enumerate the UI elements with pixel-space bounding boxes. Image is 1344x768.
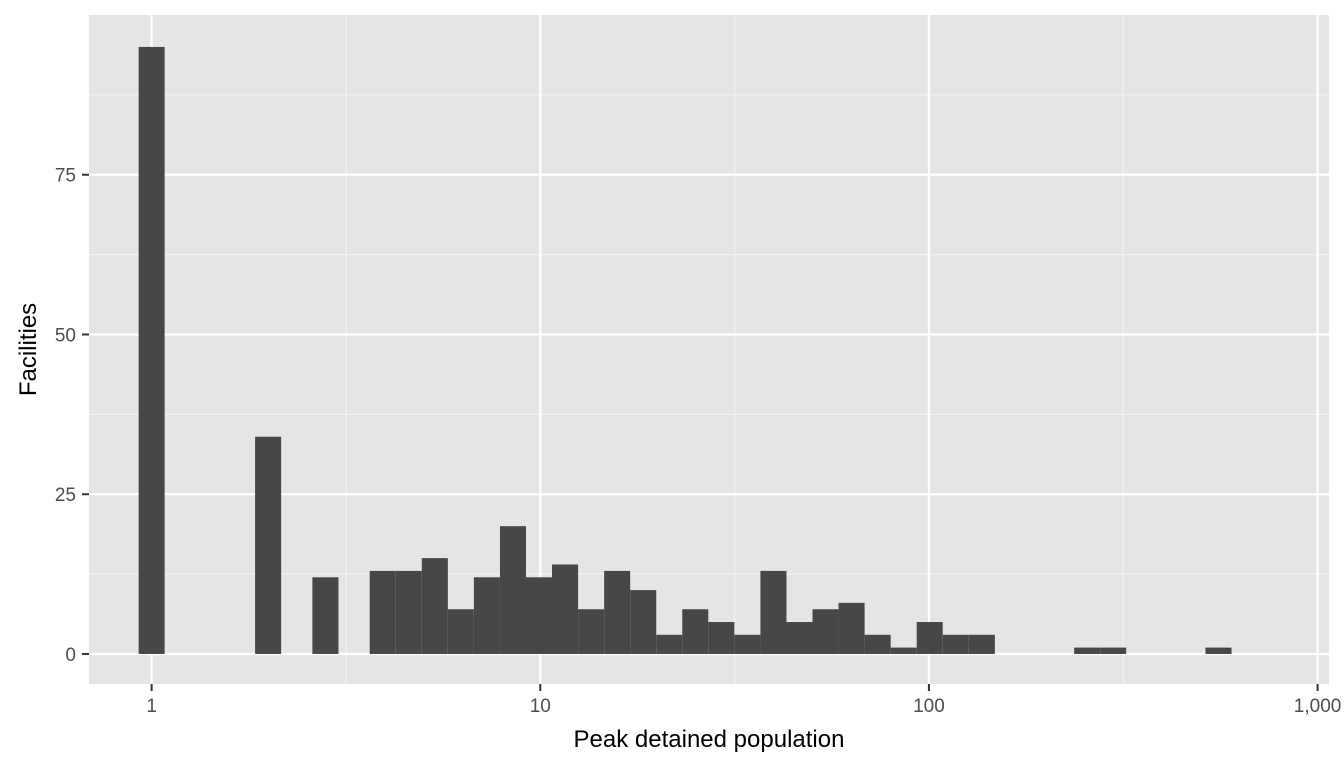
histogram-bar — [734, 634, 761, 654]
histogram-bar — [473, 577, 500, 654]
histogram-bar — [421, 558, 448, 654]
histogram-bar — [499, 526, 526, 654]
y-tick-label: 75 — [55, 166, 76, 187]
histogram-bar — [604, 570, 631, 654]
histogram-bar — [369, 570, 396, 654]
histogram-bar — [760, 570, 787, 654]
histogram-bar — [1205, 647, 1232, 654]
histogram-bar — [578, 609, 605, 654]
minor-gridlines — [89, 15, 1329, 684]
histogram-bar — [890, 647, 917, 654]
x-tick-label: 100 — [913, 696, 945, 717]
y-axis-title: Facilities — [15, 303, 42, 396]
histogram-bar — [1100, 647, 1127, 654]
y-tick-label: 50 — [55, 325, 76, 346]
x-tick-label: 10 — [530, 696, 551, 717]
y-tick-label: 0 — [65, 645, 76, 666]
histogram-bar — [786, 622, 813, 654]
histogram-bar — [138, 46, 165, 654]
histogram-bar — [447, 609, 474, 654]
histogram-bar — [708, 622, 735, 654]
x-axis-title: Peak detained population — [574, 726, 845, 753]
histogram-bar — [682, 609, 709, 654]
histogram-bar — [552, 564, 579, 654]
plot-panel — [89, 15, 1329, 684]
histogram-bar — [312, 577, 339, 654]
histogram-bar — [656, 634, 683, 654]
major-gridlines — [89, 15, 1329, 684]
histogram-bar — [630, 590, 657, 654]
x-tick-label: 1 — [146, 696, 157, 717]
histogram-bar — [864, 634, 891, 654]
histogram-bar — [1074, 647, 1101, 654]
y-axis: 0 25 50 75 — [55, 166, 89, 666]
histogram-bar — [968, 634, 995, 654]
histogram-bar — [838, 602, 865, 654]
x-tick-label: 1,000 — [1294, 696, 1342, 717]
histogram-bar — [525, 577, 553, 654]
histogram-bar — [942, 634, 969, 654]
y-tick-label: 25 — [55, 485, 76, 506]
histogram-bars — [138, 46, 1232, 654]
histogram-bar — [812, 609, 839, 654]
histogram-bar — [916, 622, 943, 654]
histogram-bar — [395, 570, 422, 654]
x-axis: 1 10 100 1,000 — [146, 684, 1341, 717]
histogram-bar — [255, 436, 282, 654]
